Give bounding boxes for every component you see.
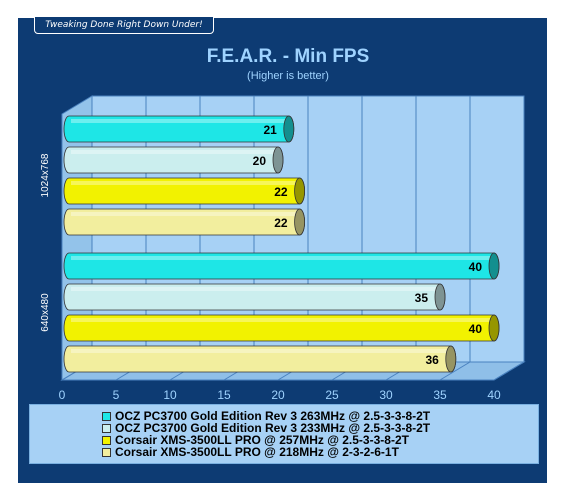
- x-tick-label: 0: [59, 388, 66, 402]
- legend-label: Corsair XMS-3500LL PRO @ 257MHz @ 2.5-3-…: [115, 433, 409, 447]
- bar-value-label: 40: [469, 260, 483, 274]
- bar-value-label: 22: [274, 185, 288, 199]
- bar-highlight: [71, 349, 449, 353]
- y-category-label: 1024x768: [40, 153, 51, 197]
- legend-swatch: [102, 435, 111, 445]
- bar: 36: [63, 345, 457, 373]
- x-tick-label: 25: [325, 388, 339, 402]
- bar: 35: [63, 283, 446, 311]
- legend-swatch: [102, 411, 111, 421]
- bar-end-cap: [434, 283, 446, 311]
- legend-swatch: [102, 423, 111, 433]
- bar-end-cap: [445, 345, 457, 373]
- bar: 21: [63, 115, 295, 143]
- bar-end-cap: [488, 314, 500, 342]
- bar-value-label: 36: [425, 353, 439, 367]
- y-category-label: 640x480: [40, 293, 51, 332]
- legend-item: OCZ PC3700 Gold Edition Rev 3 263MHz @ 2…: [102, 409, 430, 423]
- legend-label: Corsair XMS-3500LL PRO @ 218MHz @ 2-3-2-…: [115, 445, 399, 459]
- legend-label: OCZ PC3700 Gold Edition Rev 3 263MHz @ 2…: [115, 409, 431, 423]
- bar-highlight: [71, 318, 492, 322]
- x-tick-label: 10: [163, 388, 177, 402]
- bar-highlight: [71, 287, 438, 291]
- bar-value-label: 21: [263, 123, 277, 137]
- site-banner: Tweaking Done Right Down Under!: [34, 16, 214, 34]
- legend-item: Corsair XMS-3500LL PRO @ 218MHz @ 2-3-2-…: [102, 445, 399, 459]
- x-gridline-floor: [493, 361, 525, 381]
- legend-item: OCZ PC3700 Gold Edition Rev 3 233MHz @ 2…: [102, 421, 430, 435]
- plot-area: 0 5 10 15 20 25 30 35 40 1024x768 21 20 22 22 640x480 4…: [40, 95, 526, 402]
- bar-highlight: [71, 119, 287, 123]
- bar-highlight: [71, 181, 298, 185]
- bar: 40: [63, 252, 500, 280]
- bar-value-label: 22: [274, 216, 288, 230]
- legend-label: OCZ PC3700 Gold Edition Rev 3 233MHz @ 2…: [115, 421, 431, 435]
- bar-end-cap: [294, 177, 306, 205]
- bar-end-cap: [283, 115, 295, 143]
- x-tick-label: 5: [113, 388, 120, 402]
- legend: OCZ PC3700 Gold Edition Rev 3 263MHz @ 2…: [29, 404, 539, 464]
- bar-end-cap: [294, 208, 306, 236]
- x-tick-label: 30: [379, 388, 393, 402]
- bar-end-cap: [488, 252, 500, 280]
- x-gridline-floor: [439, 361, 471, 381]
- legend-swatch: [102, 447, 111, 457]
- bar-highlight: [71, 256, 492, 260]
- bar: 22: [63, 208, 306, 236]
- x-tick-label: 15: [217, 388, 231, 402]
- x-tick-label: 20: [271, 388, 285, 402]
- bar-end-cap: [272, 146, 284, 174]
- bar: 40: [63, 314, 500, 342]
- legend-item: Corsair XMS-3500LL PRO @ 257MHz @ 2.5-3-…: [102, 433, 409, 447]
- x-tick-label: 40: [487, 388, 501, 402]
- bar-highlight: [71, 212, 298, 216]
- bar-value-label: 40: [469, 322, 483, 336]
- bar: 20: [63, 146, 284, 174]
- x-tick-label: 35: [433, 388, 447, 402]
- bar-value-label: 20: [253, 154, 267, 168]
- chart-title: F.E.A.R. - Min FPS: [207, 46, 370, 67]
- bar-value-label: 35: [415, 291, 429, 305]
- bar: 22: [63, 177, 306, 205]
- chart-subtitle: (Higher is better): [247, 70, 329, 82]
- bar-highlight: [71, 150, 276, 154]
